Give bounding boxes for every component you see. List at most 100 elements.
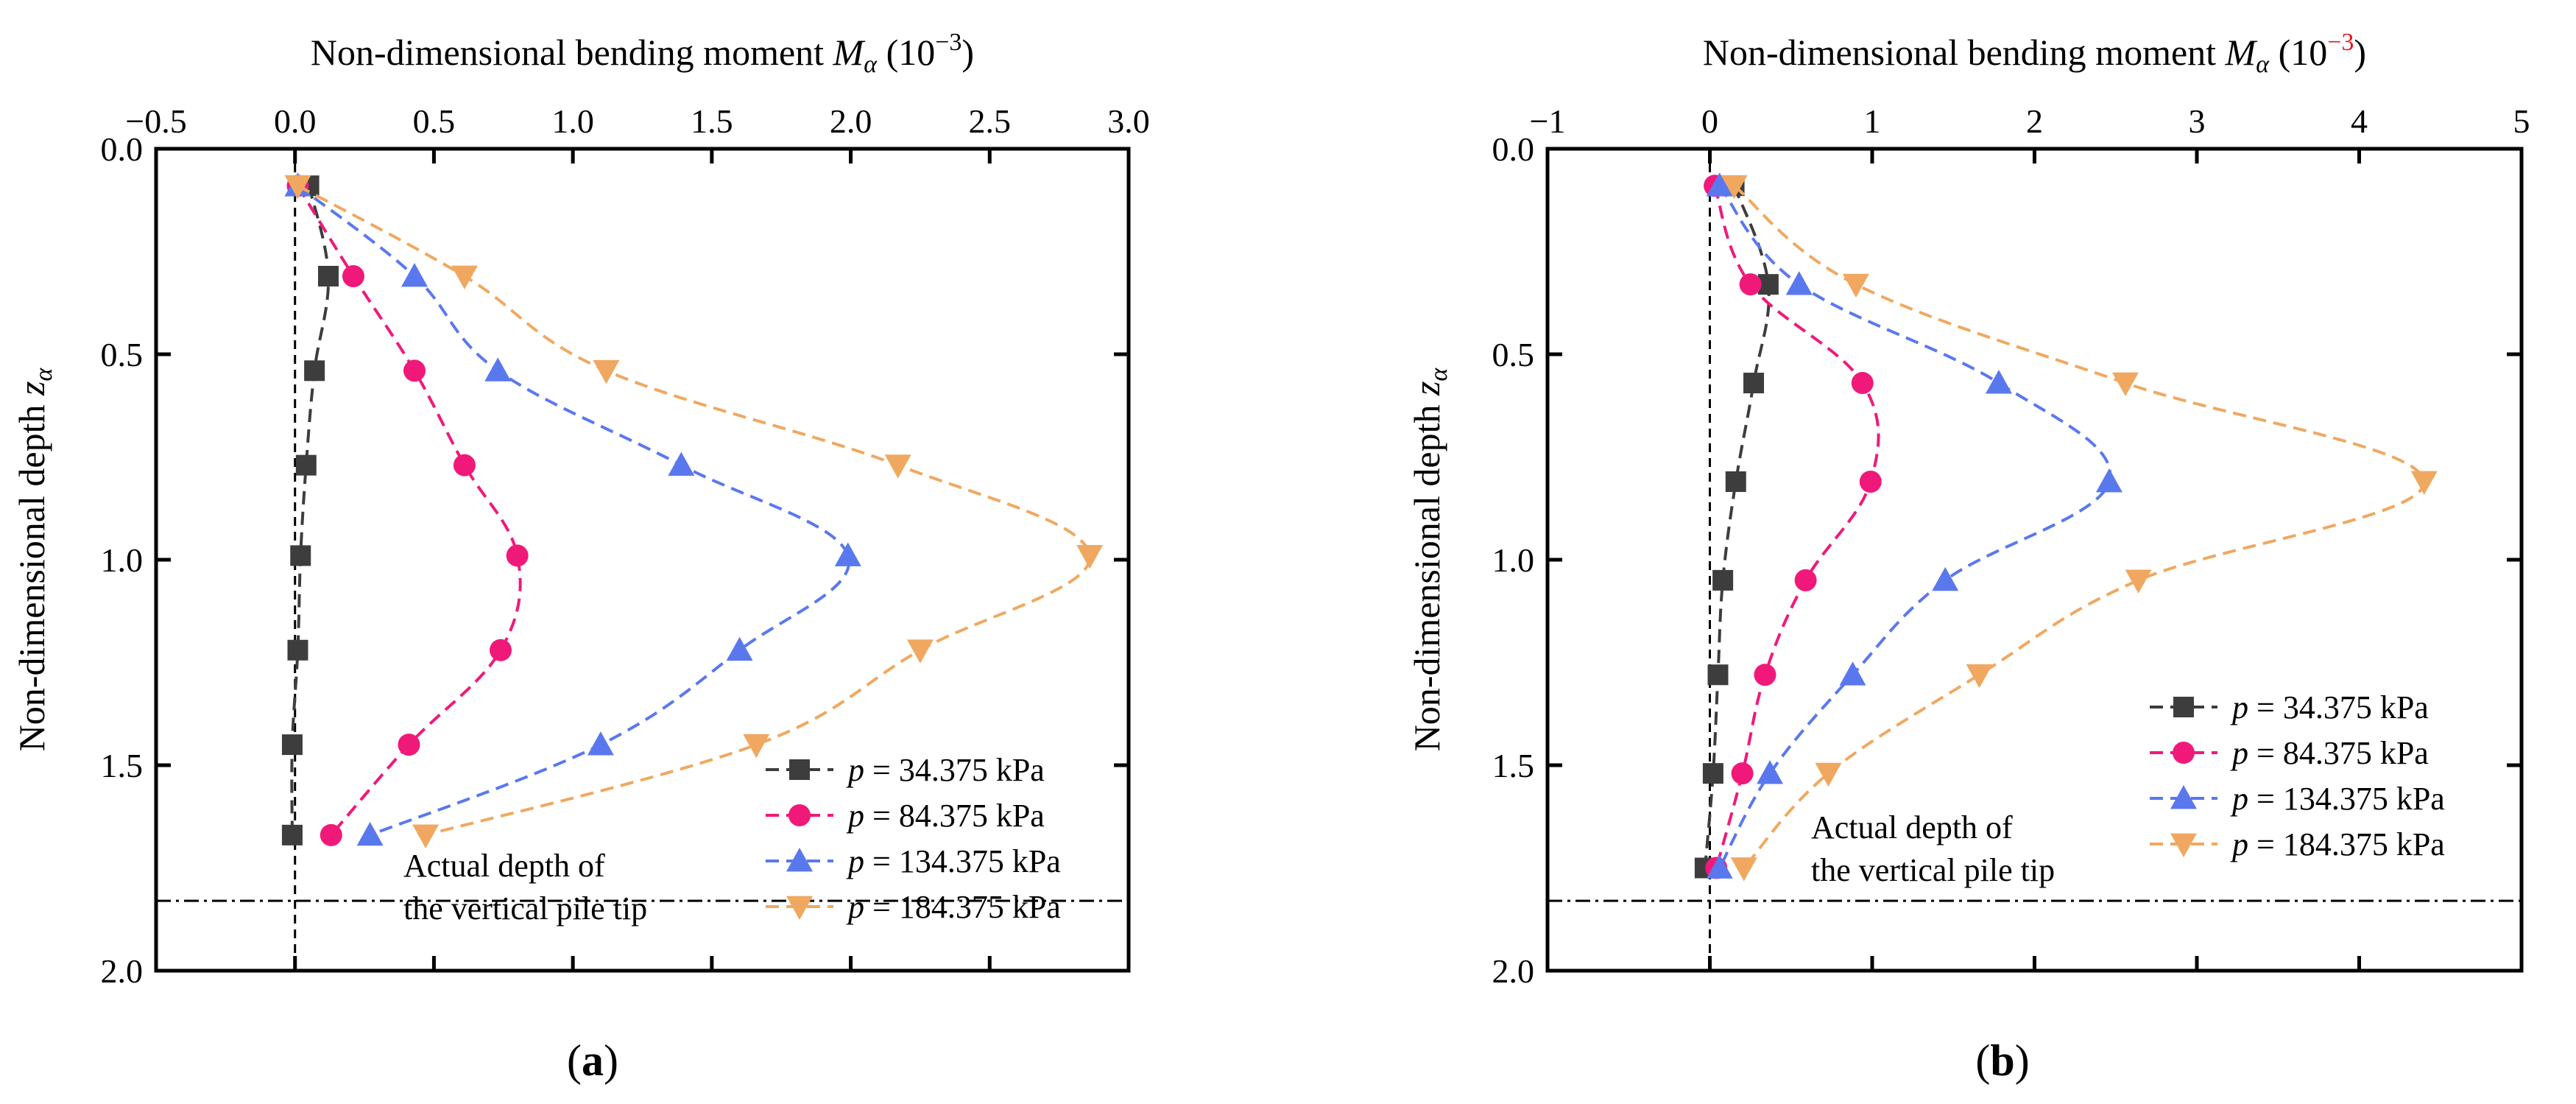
data-point (1985, 370, 2012, 394)
data-point (668, 451, 695, 477)
data-point (1706, 172, 1733, 197)
x-tick-label: 3.0 (1107, 102, 1150, 140)
x-tick-label: 4 (2351, 102, 2368, 140)
series-line (1713, 185, 1880, 869)
x-tick-label: −1 (1530, 102, 1566, 140)
x-tick-label: 0.5 (413, 102, 456, 140)
data-point (304, 360, 325, 382)
legend-marker (786, 848, 813, 872)
panel-label: (b) (1975, 1036, 2029, 1085)
series-3 (284, 175, 1104, 848)
x-axis-title: Non-dimensional bending moment Mα (10−3) (311, 29, 974, 78)
data-point (1730, 857, 1757, 882)
pile-tip-annotation-line2: the vertical pile tip (403, 890, 647, 927)
data-point (1794, 569, 1817, 591)
x-tick-label: 0.0 (274, 102, 317, 140)
data-point (490, 639, 512, 661)
data-point (506, 544, 529, 567)
data-point (1706, 854, 1733, 879)
panel-label: (a) (567, 1036, 618, 1085)
data-point (906, 639, 934, 664)
legend-marker (788, 804, 811, 826)
y-tick-label: 2.0 (1492, 952, 1535, 990)
legend-label: p = 184.375 kPa (2230, 826, 2445, 862)
series-line (1703, 185, 1771, 868)
y-tick-label: 0.0 (101, 130, 144, 168)
data-point (1851, 372, 1874, 395)
data-point (1707, 664, 1729, 686)
data-point (287, 639, 308, 661)
legend-label: p = 34.375 kPa (2230, 689, 2429, 725)
data-point (1932, 566, 1959, 591)
data-point (1743, 373, 1765, 394)
data-point (295, 454, 317, 476)
data-point (2125, 569, 2152, 594)
legend-label: p = 84.375 kPa (846, 798, 1045, 834)
data-point (1966, 664, 1993, 689)
legend-label: p = 84.375 kPa (2230, 735, 2429, 771)
data-point (1721, 175, 1748, 200)
legend-marker (789, 759, 810, 780)
data-point (401, 262, 428, 287)
y-tick-label: 0.5 (1492, 336, 1535, 373)
y-tick-label: 1.5 (1492, 747, 1535, 784)
data-point (1725, 471, 1746, 492)
data-point (1754, 664, 1776, 686)
legend-marker (2173, 697, 2194, 717)
x-tick-label: 2.0 (830, 102, 872, 140)
y-tick-label: 1.5 (101, 747, 144, 784)
data-point (834, 542, 861, 566)
data-point (1815, 762, 1842, 787)
legend-marker (786, 896, 813, 920)
data-point (2095, 468, 2122, 493)
series-2 (284, 172, 861, 846)
series-3 (1721, 175, 2438, 882)
chart-panel-b: −1 0 1 2 3 4 5 0.0 0.5 1.0 1.5 2.0 Non-dimensional b… (1406, 29, 2530, 1085)
data-point (1859, 470, 1882, 493)
data-point (1757, 760, 1784, 784)
x-axis-title: Non-dimensional bending moment Mα (10−3) (1703, 29, 2366, 78)
legend-marker (2170, 833, 2197, 857)
y-tick-label: 1.0 (1492, 541, 1535, 579)
legend-label: p = 134.375 kPa (2230, 781, 2445, 817)
data-point (1712, 569, 1734, 591)
data-point (281, 824, 303, 845)
legend-marker (2170, 785, 2197, 809)
legend-label: p = 134.375 kPa (846, 843, 1061, 879)
series-2 (1706, 172, 2122, 879)
y-tick-label: 0.5 (101, 336, 144, 373)
data-point (484, 357, 512, 382)
data-point (403, 359, 426, 382)
data-point (726, 636, 753, 661)
data-point (593, 359, 620, 384)
data-point (451, 265, 478, 289)
data-point (587, 731, 614, 756)
pile-tip-annotation-line1: Actual depth of (403, 848, 605, 884)
data-point (342, 264, 364, 287)
x-tick-label: 1.5 (691, 102, 733, 140)
data-point (743, 734, 770, 759)
data-point (1076, 545, 1104, 569)
data-point (453, 454, 476, 477)
data-point (1839, 661, 1866, 686)
data-point (1842, 273, 1869, 298)
x-tick-label: 0 (1701, 102, 1718, 140)
pile-tip-annotation-line1: Actual depth of (1811, 809, 2013, 845)
data-point (884, 454, 911, 479)
data-point (1785, 271, 1813, 295)
data-point (1702, 763, 1723, 784)
series-line (296, 185, 522, 837)
data-point (1731, 762, 1754, 785)
y-tick-label: 1.0 (101, 541, 144, 579)
data-point (318, 265, 339, 286)
x-tick-label: 5 (2513, 102, 2530, 140)
data-point (2111, 372, 2139, 397)
data-point (290, 545, 311, 566)
y-tick-label: 0.0 (1492, 130, 1535, 168)
x-tick-label: 1.0 (551, 102, 594, 140)
y-axis-title: Non-dimensional depth zα (11, 368, 57, 752)
y-tick-label: 2.0 (101, 952, 144, 990)
series-0 (281, 175, 339, 845)
chart-panel-a: −0.5 0.0 0.5 1.0 1.5 2.0 2.5 3.00.00.51.01.52.0… (11, 29, 1150, 1085)
